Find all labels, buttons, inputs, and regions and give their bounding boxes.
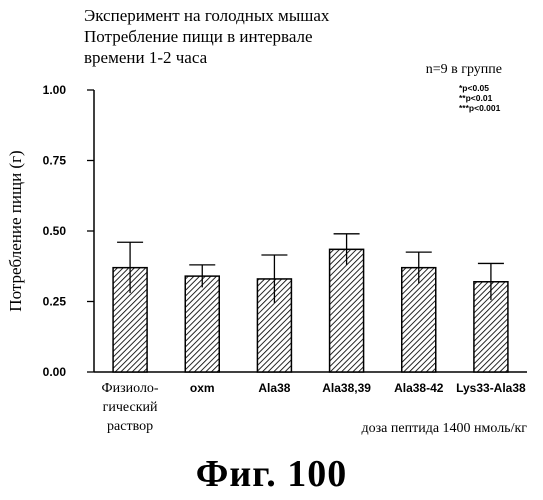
x-axis-label: доза пептида 1400 нмоль/кг	[362, 421, 528, 436]
y-tick-label: 0.25	[43, 295, 67, 309]
y-tick-label: 0.00	[43, 365, 67, 379]
significance-legend-entry: **p<0.01	[459, 93, 493, 103]
axes	[87, 90, 527, 372]
y-tick-label: 1.00	[43, 83, 67, 97]
x-tick-label: раствор	[107, 419, 153, 434]
bar	[330, 249, 364, 372]
figure-caption: Фиг. 100	[0, 452, 543, 496]
significance-legend-entry: ***p<0.001	[459, 103, 501, 113]
significance-legend-entry: *p<0.05	[459, 83, 489, 93]
y-axis-label: Потребление пищи (г)	[6, 150, 25, 311]
bars	[113, 234, 508, 372]
x-tick-label: Ala38-42	[394, 381, 444, 395]
x-tick-label: гический	[103, 400, 158, 415]
bar	[185, 276, 219, 372]
x-tick-label: Lys33-Ala38	[456, 381, 526, 395]
x-tick-label: oxm	[190, 381, 215, 395]
bar-chart: 0.00 0.25 0.50 0.75 1.00 Потребление пищи (г)…	[0, 0, 543, 450]
x-tick-label: Ala38,39	[322, 381, 371, 395]
bar	[402, 268, 436, 372]
y-tick-label: 0.75	[43, 154, 67, 168]
x-tick-label: Ala38	[258, 381, 290, 395]
group-size-note: n=9 в группе	[426, 62, 502, 77]
labels: 0.00 0.25 0.50 0.75 1.00 Потребление пищи (г)…	[6, 62, 527, 436]
x-tick-label: Физиоло-	[102, 381, 159, 396]
y-tick-label: 0.50	[43, 224, 67, 238]
